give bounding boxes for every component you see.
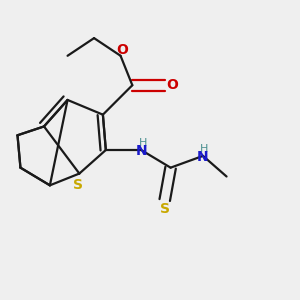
Text: S: S	[160, 202, 170, 216]
Text: H: H	[139, 138, 147, 148]
Text: N: N	[135, 145, 147, 158]
Text: H: H	[200, 143, 209, 154]
Text: N: N	[197, 150, 209, 164]
Text: S: S	[73, 178, 83, 192]
Text: O: O	[116, 43, 128, 57]
Text: O: O	[166, 78, 178, 92]
